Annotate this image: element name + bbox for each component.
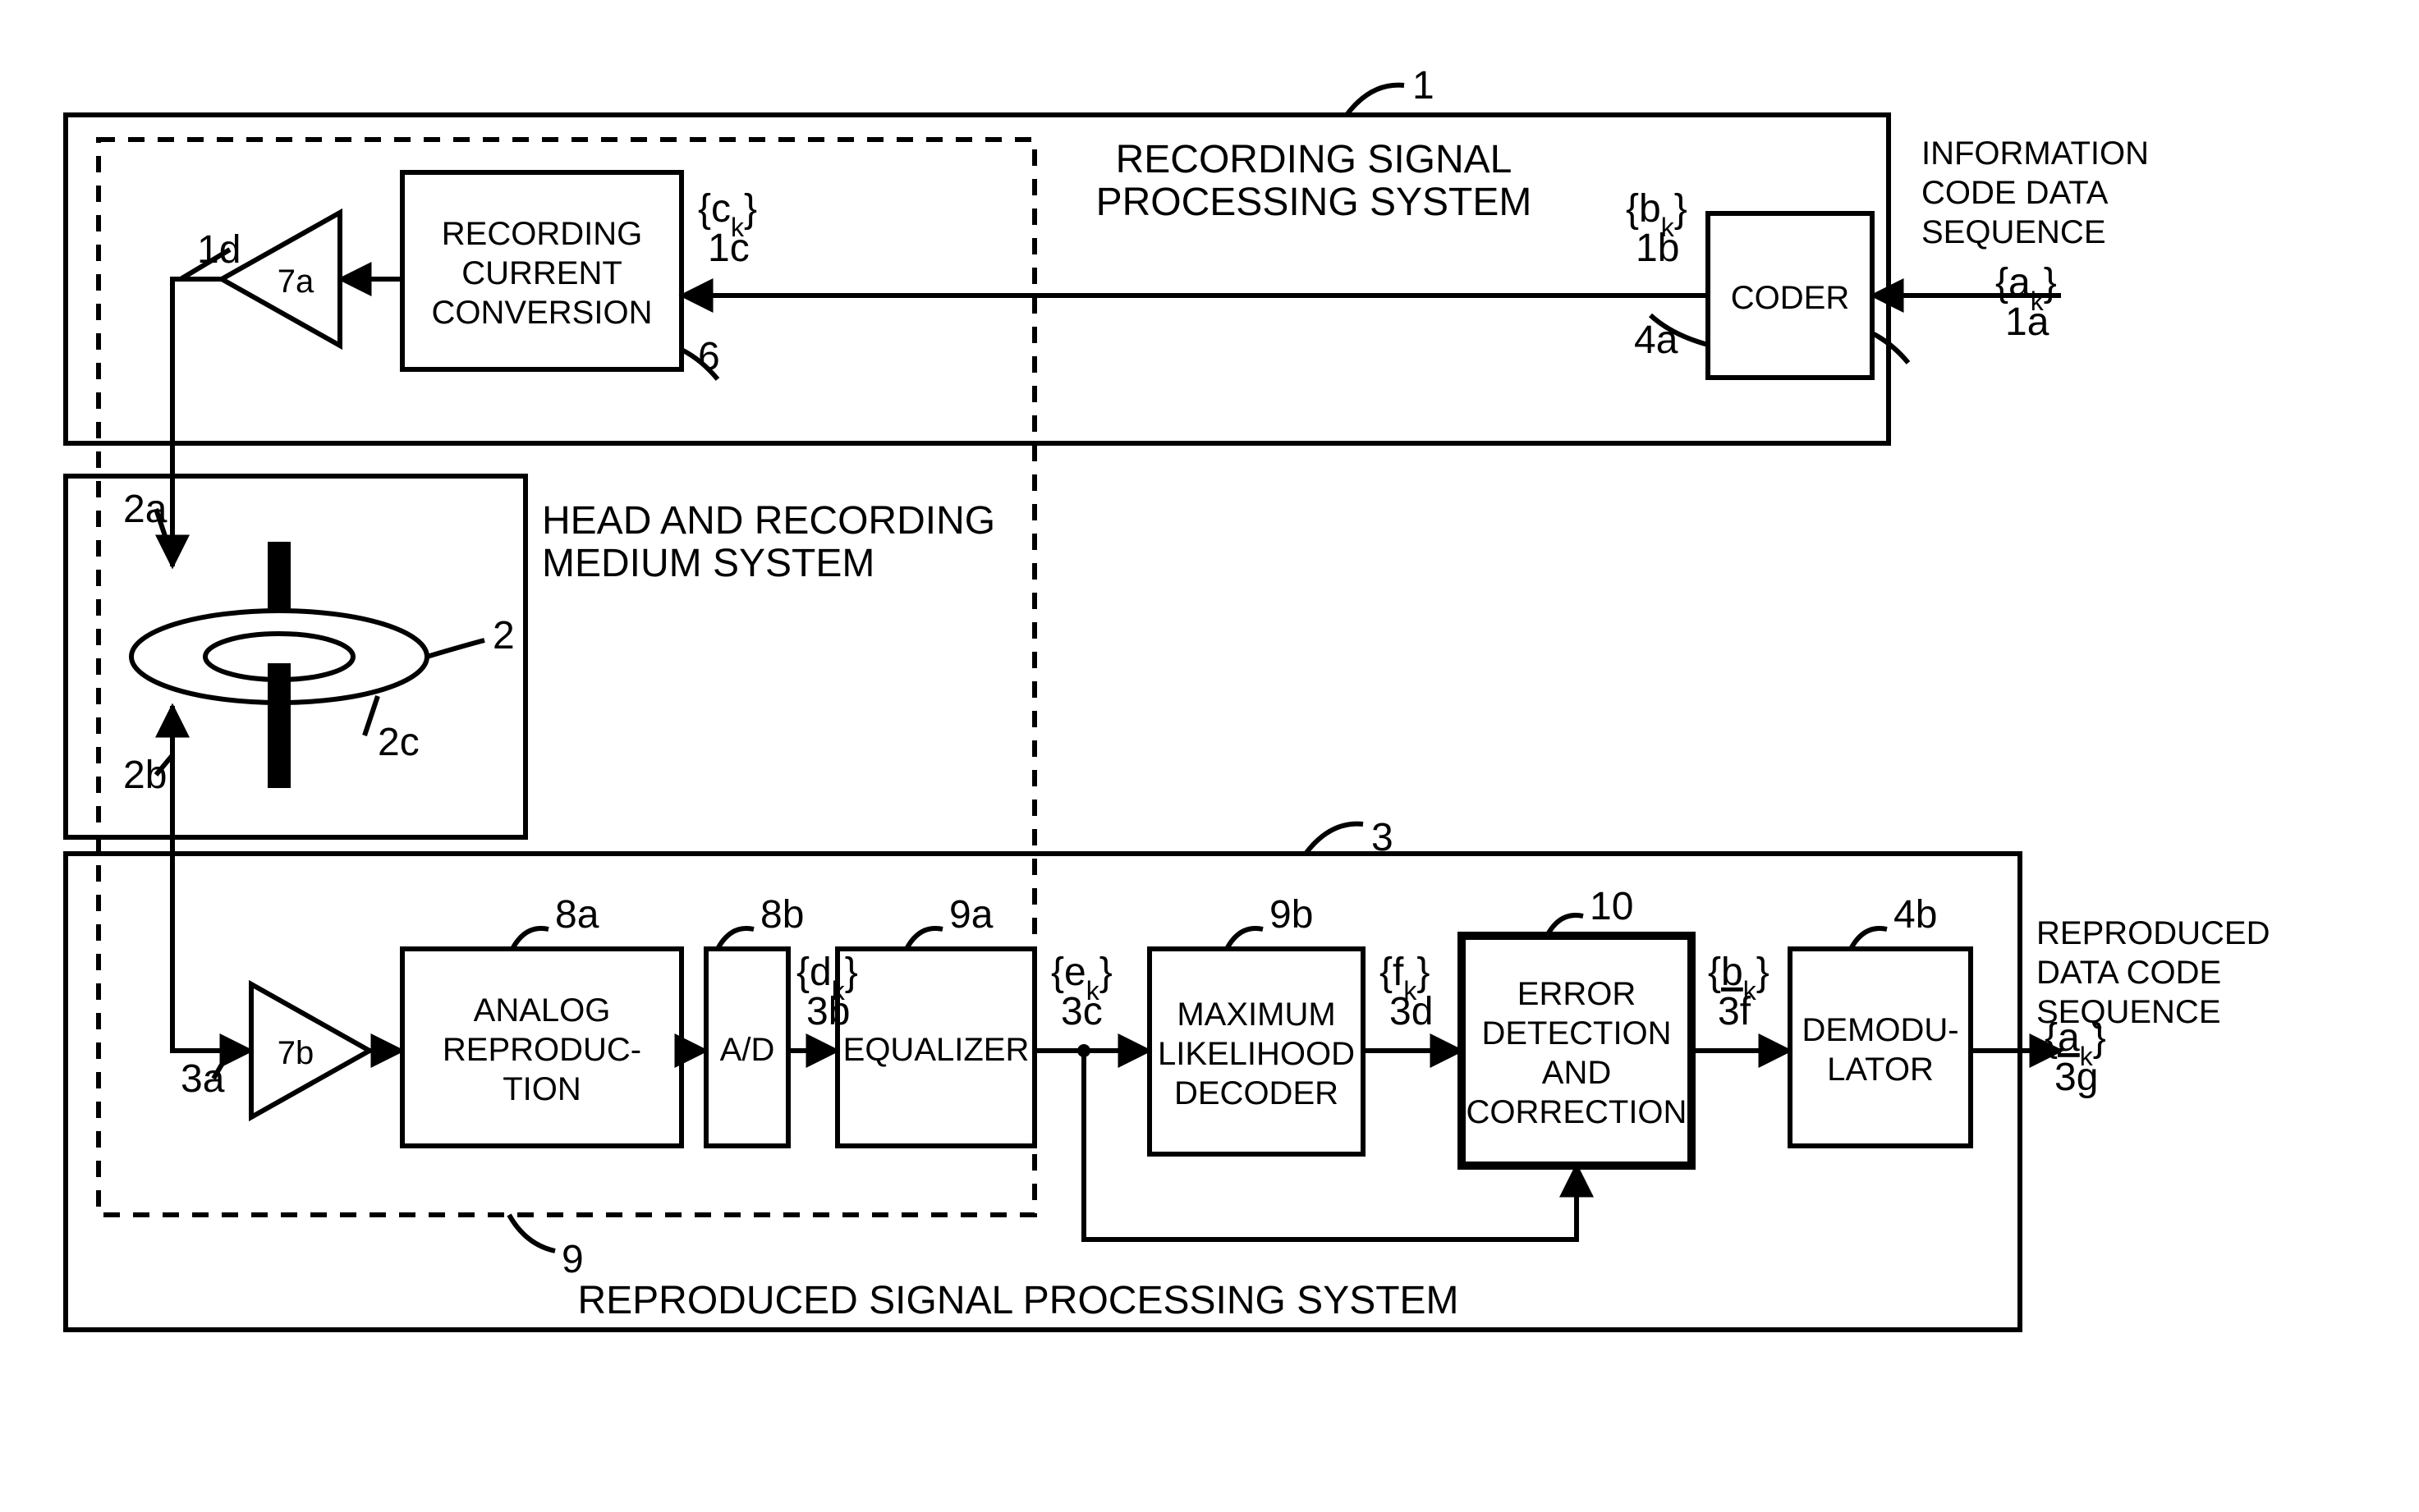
disk-spindle-bot <box>268 663 291 788</box>
block-analog-line0: ANALOG <box>474 992 611 1029</box>
hm-title2: MEDIUM SYSTEM <box>542 542 874 585</box>
block-edc-line1: DETECTION <box>1481 1015 1671 1052</box>
block-mld-line0: MAXIMUM <box>1177 997 1335 1033</box>
sig-ak-in-ref: 1a <box>2005 300 2049 344</box>
sig-dk-ref: 3b <box>806 990 850 1033</box>
block-equalizer-line0: EQUALIZER <box>843 1032 1030 1068</box>
tap-dot <box>1077 1044 1090 1057</box>
ref-9a: 9a <box>949 893 994 937</box>
uak-t1: REPRODUCED <box>2036 915 2270 951</box>
recording-title1: RECORDING SIGNAL <box>1116 138 1512 181</box>
block-mld-line2: DECODER <box>1174 1075 1338 1111</box>
amp-tx-ref: 7a <box>278 263 314 300</box>
block-coder-line0: CODER <box>1731 280 1849 316</box>
block-rcc-line2: CONVERSION <box>432 295 653 331</box>
ref-10: 10 <box>1590 885 1633 928</box>
reproduced-title: REPRODUCED SIGNAL PROCESSING SYSTEM <box>577 1279 1458 1322</box>
ref-9b: 9b <box>1269 893 1313 937</box>
ref-2b: 2b <box>123 754 167 797</box>
ref-4b: 4b <box>1893 893 1937 937</box>
uak-t2: DATA CODE <box>2036 955 2221 991</box>
block-demod-line1: LATOR <box>1827 1052 1934 1088</box>
ref-9: 9 <box>562 1238 584 1281</box>
recording-title2: PROCESSING SYSTEM <box>1096 181 1532 224</box>
ref-8a: 8a <box>555 893 599 937</box>
ref-2: 2 <box>493 614 515 657</box>
sig-ubk-ref: 3f <box>1718 990 1751 1033</box>
block-analog-line1: REPRODUC- <box>443 1032 641 1068</box>
sig-ek-ref: 3c <box>1061 990 1103 1033</box>
block-demod-line0: DEMODU- <box>1802 1012 1958 1048</box>
block-analog-line2: TION <box>503 1071 581 1107</box>
amp-rx-ref: 7b <box>278 1035 314 1071</box>
ak-t3: SEQUENCE <box>1921 214 2106 250</box>
block-edc-line2: AND <box>1542 1055 1611 1091</box>
ak-t1: INFORMATION <box>1921 135 2149 172</box>
ref-1: 1 <box>1412 64 1434 108</box>
block-edc-line3: CORRECTION <box>1467 1094 1687 1130</box>
ref-3a: 3a <box>181 1057 225 1101</box>
sig-uak-ref: 3g <box>2054 1056 2098 1099</box>
block-edc-line0: ERROR <box>1517 976 1636 1012</box>
block-rcc-line0: RECORDING <box>442 216 642 252</box>
ref-3: 3 <box>1371 816 1393 859</box>
ref-6: 6 <box>698 335 720 378</box>
ref-8b: 8b <box>760 893 804 937</box>
block-mld-line1: LIKELIHOOD <box>1158 1036 1355 1072</box>
hm-title1: HEAD AND RECORDING <box>542 499 995 543</box>
sig-fk-ref: 3d <box>1389 990 1433 1033</box>
sig-ck-ref: 1c <box>708 227 750 270</box>
block-ad-line0: A/D <box>720 1032 775 1068</box>
system-reproduced <box>66 854 2020 1330</box>
ak-t2: CODE DATA <box>1921 175 2109 211</box>
block-rcc-line1: CURRENT <box>461 255 622 291</box>
sig-bk-ref: 1b <box>1636 227 1679 270</box>
ref-4a: 4a <box>1634 318 1678 362</box>
ref-2c: 2c <box>378 721 420 764</box>
